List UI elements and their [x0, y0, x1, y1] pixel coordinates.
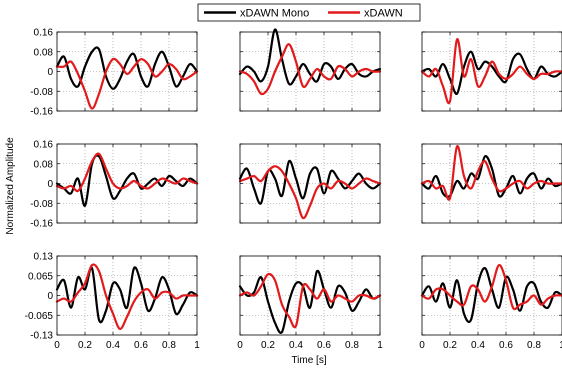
- x-tick-label: 0.2: [443, 340, 457, 351]
- y-axis-label: Normalized Amplitude: [5, 137, 16, 235]
- subplot-r3c2: 0 0.2 0.4 0.6 0.8 1: [237, 255, 383, 351]
- x-tick-label: 0.8: [345, 340, 359, 351]
- y-tick-label: 0.08: [34, 47, 54, 58]
- series-line-xdawn-mono: [420, 50, 562, 95]
- y-tick-label: -0.065: [25, 311, 54, 322]
- series-line-xdawn-mono: [420, 267, 562, 324]
- series-line-xdawn: [238, 43, 382, 96]
- plot-frame: [56, 31, 198, 112]
- plot-frame: [421, 143, 562, 224]
- x-tick-label: 0.8: [527, 340, 541, 351]
- y-tick-label: -0.16: [30, 107, 53, 118]
- y-tick-label: -0.13: [30, 331, 53, 342]
- series-line-xdawn: [238, 272, 382, 329]
- plot-frame: [239, 31, 381, 112]
- series-line-xdawn-mono: [238, 159, 382, 205]
- y-tick-label: 0.16: [34, 28, 54, 39]
- series-line-xdawn: [55, 57, 199, 110]
- legend-box: [197, 3, 421, 22]
- subplot-r2c1: 0.16 0.08 0 -0.08 -0.16: [30, 140, 199, 230]
- x-tick-label: 1: [559, 340, 562, 351]
- subplot-r2c3: [420, 143, 562, 224]
- series-line-xdawn: [420, 38, 562, 105]
- plot-frame: [56, 255, 198, 336]
- subplot-grid: 0.160.080-0.08-0.160.160.080-0.08-0.160.…: [25, 28, 562, 352]
- y-tick-label: 0.16: [34, 140, 54, 151]
- x-tick-label: 1: [377, 340, 383, 351]
- y-tick-label: -0.08: [30, 199, 53, 210]
- x-tick-label: 0: [419, 340, 425, 351]
- series-line-xdawn-mono: [238, 269, 382, 334]
- subplot-r3c3: 0 0.2 0.4 0.6 0.8 1: [419, 255, 562, 351]
- series-line-xdawn: [420, 145, 562, 201]
- y-tick-label: -0.08: [30, 87, 53, 98]
- x-tick-label: 0.8: [162, 340, 176, 351]
- x-tick-label: 0: [237, 340, 243, 351]
- x-axis-label: Time [s]: [291, 355, 326, 366]
- x-tick-label: 0.2: [78, 340, 92, 351]
- plot-frame: [239, 143, 381, 224]
- x-tick-label: 0.4: [106, 340, 120, 351]
- series-line-xdawn-mono: [55, 154, 199, 207]
- x-tick-label: 0.2: [261, 340, 275, 351]
- x-tick-label: 0.6: [134, 340, 148, 351]
- series-line-xdawn-mono: [55, 266, 199, 324]
- series-line-xdawn-mono: [55, 46, 199, 90]
- x-tick-label: 0: [54, 340, 60, 351]
- series-line-xdawn: [420, 264, 562, 311]
- subplot-r2c2: [238, 143, 382, 224]
- x-tick-label: 0.4: [471, 340, 485, 351]
- plot-frame: [56, 143, 198, 224]
- y-tick-label: 0: [47, 179, 53, 190]
- subplot-r1c2: [238, 28, 382, 112]
- legend-label-xdawn: xDAWN: [364, 8, 403, 20]
- legend: xDAWN Mono xDAWN: [197, 3, 421, 22]
- subplot-r1c3: [420, 31, 562, 112]
- y-tick-label: 0: [47, 291, 53, 302]
- x-tick-label: 0.4: [289, 340, 303, 351]
- plot-frame: [239, 255, 381, 336]
- x-tick-label: 0.6: [499, 340, 513, 351]
- x-tick-label: 1: [194, 340, 200, 351]
- y-tick-label: 0.13: [34, 252, 54, 263]
- series-line-xdawn: [55, 152, 199, 193]
- series-line-xdawn: [238, 165, 382, 220]
- y-tick-label: 0.08: [34, 159, 54, 170]
- legend-label-mono: xDAWN Mono: [240, 8, 309, 20]
- series-line-xdawn-mono: [420, 155, 562, 198]
- y-tick-label: 0: [47, 67, 53, 78]
- y-tick-label: -0.16: [30, 219, 53, 230]
- y-tick-label: 0.065: [28, 271, 53, 282]
- x-tick-label: 0.6: [317, 340, 331, 351]
- subplot-r1c1: 0.16 0.08 0 -0.08 -0.16: [30, 28, 199, 118]
- series-line-xdawn-mono: [238, 28, 382, 86]
- plot-frame: [421, 31, 562, 112]
- series-line-xdawn: [55, 263, 199, 331]
- plot-frame: [421, 255, 562, 336]
